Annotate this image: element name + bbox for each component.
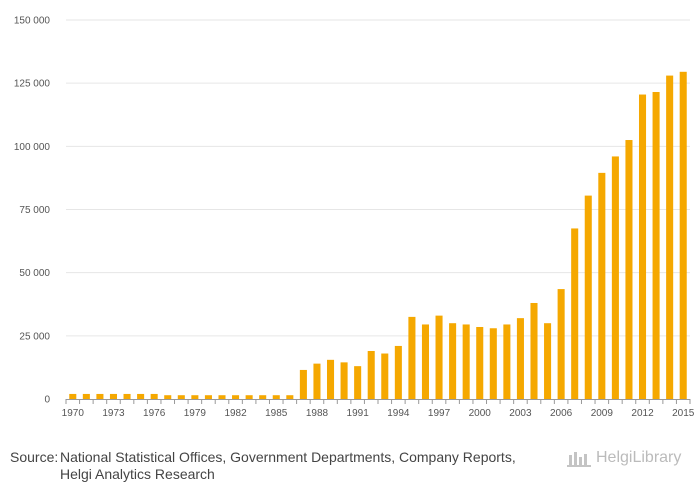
- x-tick-label: 1970: [62, 408, 85, 419]
- brand-name: HelgiLibrary: [596, 449, 682, 466]
- bar-2011: [625, 140, 633, 399]
- bar-1982: [232, 395, 240, 399]
- bar-1971: [82, 393, 90, 399]
- bar-1981: [218, 395, 226, 399]
- bar-1980: [204, 395, 212, 399]
- bar-2002: [503, 324, 511, 399]
- x-tick-label: 1985: [265, 408, 288, 419]
- x-tick-label: 2006: [550, 408, 573, 419]
- y-tick-label: 75 000: [19, 205, 50, 216]
- y-tick-label: 150 000: [14, 16, 51, 27]
- bar-2009: [598, 172, 606, 399]
- y-tick-label: 125 000: [14, 79, 51, 90]
- bar-2010: [611, 156, 619, 399]
- bar-1987: [299, 369, 307, 399]
- bar-2008: [584, 195, 592, 399]
- bar-1989: [326, 359, 335, 399]
- bar-1997: [435, 315, 443, 399]
- bar-1992: [367, 350, 375, 399]
- bar-1991: [354, 366, 362, 399]
- helgilibrary-logo: HelgiLibrary: [566, 448, 681, 468]
- source-text-line2: Helgi Analytics Research: [60, 466, 215, 482]
- bar-1975: [137, 393, 145, 399]
- bar-1973: [109, 393, 118, 399]
- bar-1985: [272, 395, 280, 399]
- x-tick-label: 1991: [347, 408, 370, 419]
- x-tick-label: 1979: [184, 408, 207, 419]
- x-tick-label: 2012: [631, 408, 654, 419]
- x-axis: [65, 399, 691, 404]
- bar-2015: [679, 71, 687, 400]
- bar-1994: [394, 345, 402, 399]
- bars: [69, 71, 687, 400]
- bar-1972: [96, 393, 104, 399]
- bar-2014: [666, 75, 674, 399]
- x-tick-label: 1976: [143, 408, 166, 419]
- y-tick-label: 100 000: [14, 142, 51, 153]
- bar-1983: [245, 395, 253, 399]
- x-tick-label: 2015: [672, 408, 695, 419]
- bar-2004: [530, 302, 538, 399]
- source-text-line1: National Statistical Offices, Government…: [60, 449, 516, 465]
- bar-1986: [286, 395, 294, 399]
- bar-1996: [421, 324, 430, 399]
- gridlines: [66, 19, 690, 337]
- source-label: Source:: [10, 449, 59, 465]
- bar-2013: [652, 92, 660, 399]
- bar-2003: [516, 318, 524, 399]
- bar-1978: [177, 395, 185, 399]
- x-tick-label: 2003: [509, 408, 532, 419]
- bar-2001: [489, 328, 497, 399]
- bar-1984: [259, 395, 267, 399]
- source-note: Source: National Statistical Offices, Gov…: [10, 449, 516, 483]
- bar-1976: [150, 393, 158, 399]
- bar-1970: [69, 393, 77, 399]
- bar-1998: [449, 323, 457, 399]
- x-tick-label: 2000: [469, 408, 492, 419]
- library-building-icon: [567, 452, 591, 467]
- x-tick-label: 1994: [387, 408, 410, 419]
- y-tick-label: 0: [44, 395, 50, 406]
- bar-1999: [462, 324, 470, 399]
- bar-2007: [571, 228, 579, 399]
- bar-1979: [191, 395, 199, 399]
- y-tick-label: 50 000: [19, 268, 50, 279]
- bar-1995: [408, 316, 416, 399]
- y-tick-labels: 0 25 000 50 000 75 000 100 000 125 000 150 000: [14, 16, 51, 406]
- bar-2000: [476, 326, 484, 399]
- bar-1977: [164, 395, 172, 399]
- bar-2006: [557, 289, 565, 399]
- bar-1988: [313, 363, 321, 399]
- bar-1993: [381, 353, 389, 399]
- y-tick-label: 25 000: [19, 331, 50, 342]
- bar-2012: [638, 94, 647, 399]
- bar-chart: 0 25 000 50 000 75 000 100 000 125 000 150 000…: [14, 16, 695, 420]
- bar-1990: [340, 362, 348, 399]
- x-tick-labels: 1970 1973 1976 1979 1982 1985 1988 1991 1994 1997…: [62, 408, 695, 419]
- bar-2005: [544, 323, 552, 399]
- x-tick-label: 1988: [306, 408, 329, 419]
- x-tick-label: 1997: [428, 408, 451, 419]
- x-tick-label: 2009: [591, 408, 614, 419]
- bar-1974: [123, 393, 131, 399]
- x-tick-label: 1982: [224, 408, 247, 419]
- x-tick-label: 1973: [102, 408, 125, 419]
